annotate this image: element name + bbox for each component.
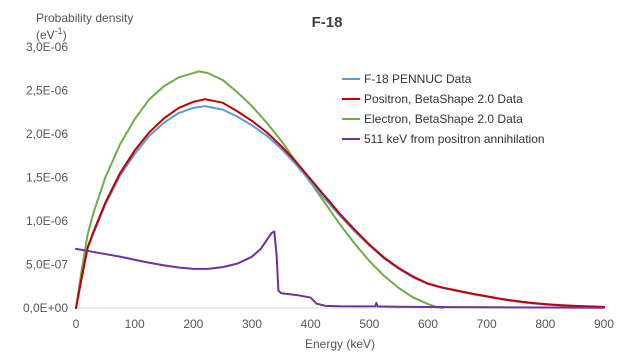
x-tick-label: 300 [242,317,262,331]
y-tick-label: 0,0E+00 [23,301,68,315]
y-tick-label: 3,0E-06 [26,40,68,54]
series-line-3 [75,230,605,309]
x-axis-label: Energy (keV) [305,337,375,351]
legend-label-2: Electron, BetaShape 2.0 Data [364,112,523,126]
y-axis-label-line2: (eV-1) [36,26,67,42]
y-axis-label-prefix: (eV [36,28,55,42]
y-tick-label: 5,0E-07 [26,258,68,272]
legend-label-0: F-18 PENNUC Data [364,72,472,86]
x-tick-label: 800 [535,317,555,331]
legend-layer: F-18 PENNUC Data Positron, BetaShape 2.0 … [342,72,545,146]
legend-label-1: Positron, BetaShape 2.0 Data [364,92,523,106]
x-tick-label: 900 [594,317,614,331]
y-tick-label: 1,5E-06 [26,171,68,185]
y-axis-label-superscript: -1 [55,26,63,36]
x-tick-label: 200 [183,317,203,331]
x-tick-label: 0 [73,317,80,331]
series-line-1 [75,98,605,309]
y-axis-label-suffix: ) [63,28,67,42]
y-tick-label: 2,0E-06 [26,127,68,141]
legend-label-3: 511 keV from positron annihilation [364,132,545,146]
y-tick-label: 2,5E-06 [26,84,68,98]
x-tick-label: 700 [477,317,497,331]
x-tick-label: 500 [359,317,379,331]
axes-layer: 0,0E+00 5,0E-07 1,0E-06 1,5E-06 2,0E-06 2,5E-… [23,40,614,331]
x-tick-label: 100 [125,317,145,331]
y-tick-label: 1,0E-06 [26,214,68,228]
x-tick-label: 600 [418,317,438,331]
chart-title: F-18 [312,14,343,31]
y-axis-label-line1: Probability density [36,11,133,25]
series-line-2 [75,70,444,309]
x-tick-label: 400 [301,317,321,331]
series-layer [75,70,605,309]
